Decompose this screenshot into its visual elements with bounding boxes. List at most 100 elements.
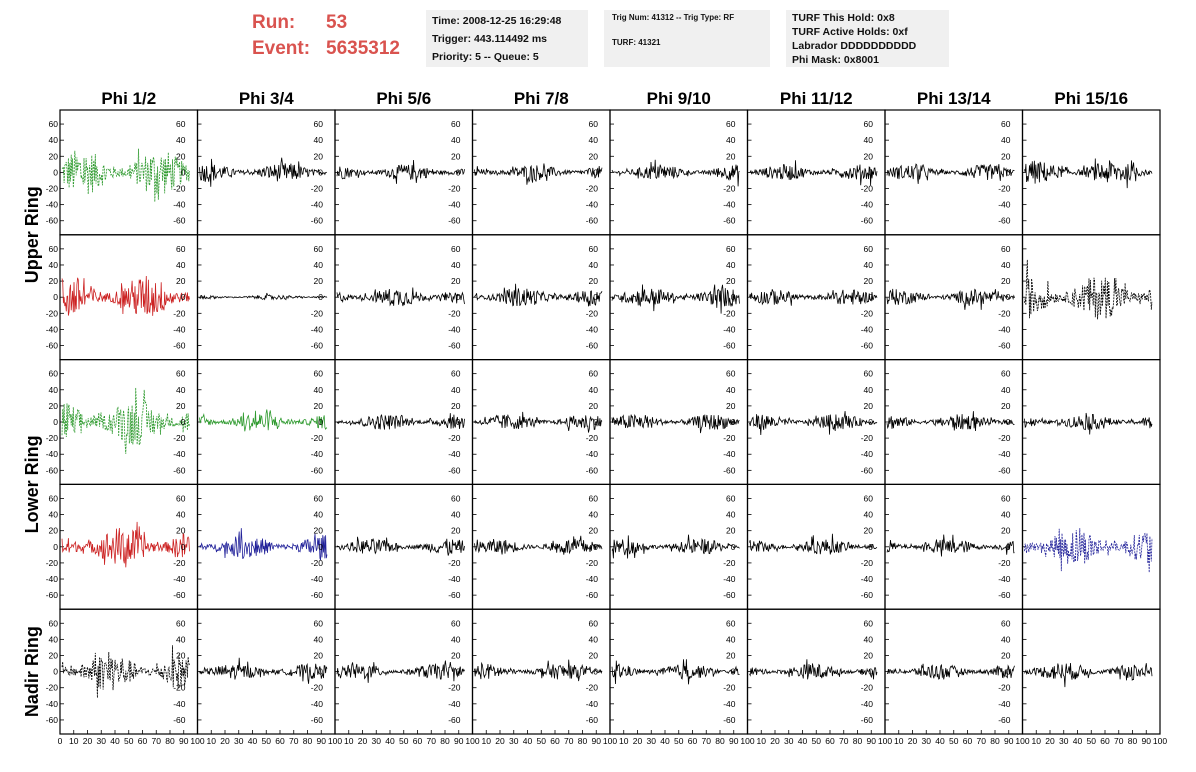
column-title: Phi 11/12	[780, 89, 853, 108]
waveform-trace	[61, 275, 190, 316]
ring-label: Upper Ring	[22, 186, 42, 283]
waveform-trace	[611, 534, 740, 559]
y-tick-label: 20	[314, 276, 324, 286]
y-tick-label: -40	[861, 699, 874, 709]
y-tick-label: 20	[451, 401, 461, 411]
y-tick-label: -20	[723, 308, 736, 318]
y-tick-label: -40	[448, 574, 461, 584]
y-tick-label: -60	[586, 715, 599, 725]
waveform-trace	[199, 157, 328, 187]
column-title: Phi 15/16	[1054, 89, 1128, 108]
x-tick-label: 10	[1032, 736, 1042, 746]
y-tick-label: 0	[1006, 542, 1011, 552]
y-tick-label: 40	[864, 135, 874, 145]
y-tick-label: -40	[46, 324, 59, 334]
y-tick-label: 0	[181, 167, 186, 177]
x-tick-label: 10	[757, 736, 767, 746]
waveform-trace	[199, 409, 328, 432]
waveform-trace	[1024, 158, 1153, 189]
y-tick-label: 60	[451, 618, 461, 628]
y-tick-label: -20	[173, 683, 186, 693]
x-tick-label: 60	[963, 736, 973, 746]
y-tick-label: -60	[448, 341, 461, 351]
y-tick-label: -60	[448, 465, 461, 475]
y-tick-label: 0	[593, 542, 598, 552]
y-tick-label: 40	[314, 135, 324, 145]
x-tick-label: 40	[935, 736, 945, 746]
waveform-trace	[886, 288, 1015, 310]
y-tick-label: 0	[868, 667, 873, 677]
turf-active-holds-text: TURF Active Holds: 0xf	[792, 26, 908, 38]
y-tick-label: 20	[176, 151, 186, 161]
y-tick-label: -60	[998, 590, 1011, 600]
y-tick-label: 60	[726, 244, 736, 254]
y-tick-label: 0	[1006, 417, 1011, 427]
y-tick-label: 40	[451, 510, 461, 520]
y-tick-label: 20	[451, 526, 461, 536]
x-tick-label: 20	[770, 736, 780, 746]
waveform-trace	[474, 163, 603, 185]
waveform-trace	[336, 660, 465, 683]
y-tick-label: -20	[998, 184, 1011, 194]
y-tick-label: -60	[448, 715, 461, 725]
x-tick-label: 40	[110, 736, 120, 746]
x-tick-label: 100	[1153, 736, 1167, 746]
x-tick-label: 20	[633, 736, 643, 746]
labrador-text: Labrador DDDDDDDDDD	[792, 40, 917, 52]
y-tick-label: -60	[586, 465, 599, 475]
column-title: Phi 5/6	[376, 89, 431, 108]
y-tick-label: -60	[173, 216, 186, 226]
x-tick-label: 30	[509, 736, 519, 746]
y-tick-label: -20	[998, 433, 1011, 443]
y-tick-label: 60	[589, 618, 599, 628]
waveform-trace	[611, 284, 740, 314]
y-tick-label: 0	[318, 292, 323, 302]
y-tick-label: 0	[53, 417, 58, 427]
y-tick-label: 0	[181, 292, 186, 302]
y-tick-label: 40	[49, 260, 59, 270]
y-tick-label: 40	[726, 385, 736, 395]
y-tick-label: 60	[49, 369, 59, 379]
y-tick-label: 40	[589, 510, 599, 520]
y-tick-label: 0	[731, 292, 736, 302]
y-tick-label: 0	[456, 417, 461, 427]
y-tick-label: -40	[448, 449, 461, 459]
column-title: Phi 13/14	[917, 89, 991, 108]
x-tick-label: 90	[867, 736, 877, 746]
y-tick-label: -40	[173, 699, 186, 709]
y-tick-label: 0	[731, 667, 736, 677]
y-tick-label: -60	[861, 216, 874, 226]
y-tick-label: 60	[589, 119, 599, 129]
y-tick-label: -20	[448, 308, 461, 318]
y-tick-label: -40	[448, 324, 461, 334]
column-title: Phi 1/2	[101, 89, 156, 108]
y-tick-label: -40	[173, 574, 186, 584]
y-tick-label: 40	[314, 260, 324, 270]
x-tick-label: 30	[922, 736, 932, 746]
y-tick-label: 60	[451, 493, 461, 503]
y-tick-label: 40	[1001, 385, 1011, 395]
x-tick-label: 70	[427, 736, 437, 746]
y-tick-label: -20	[723, 184, 736, 194]
y-tick-label: -20	[586, 558, 599, 568]
x-tick-label: 80	[578, 736, 588, 746]
y-tick-label: -20	[448, 433, 461, 443]
y-tick-label: 60	[314, 493, 324, 503]
x-tick-label: 100	[190, 736, 204, 746]
y-tick-label: 60	[726, 369, 736, 379]
y-tick-label: -20	[311, 558, 324, 568]
y-tick-label: -20	[586, 683, 599, 693]
x-tick-label: 100	[465, 736, 479, 746]
x-tick-label: 90	[729, 736, 739, 746]
waveform-trace	[336, 159, 465, 184]
y-tick-label: -60	[998, 216, 1011, 226]
y-tick-label: 60	[726, 618, 736, 628]
y-tick-label: 60	[1001, 493, 1011, 503]
y-tick-label: -20	[46, 184, 59, 194]
waveform-trace	[474, 283, 603, 307]
y-tick-label: 0	[318, 667, 323, 677]
trig-num-text: Trig Num: 41312 -- Trig Type: RF	[612, 13, 735, 22]
y-tick-label: 60	[864, 244, 874, 254]
x-tick-label: 30	[1059, 736, 1069, 746]
